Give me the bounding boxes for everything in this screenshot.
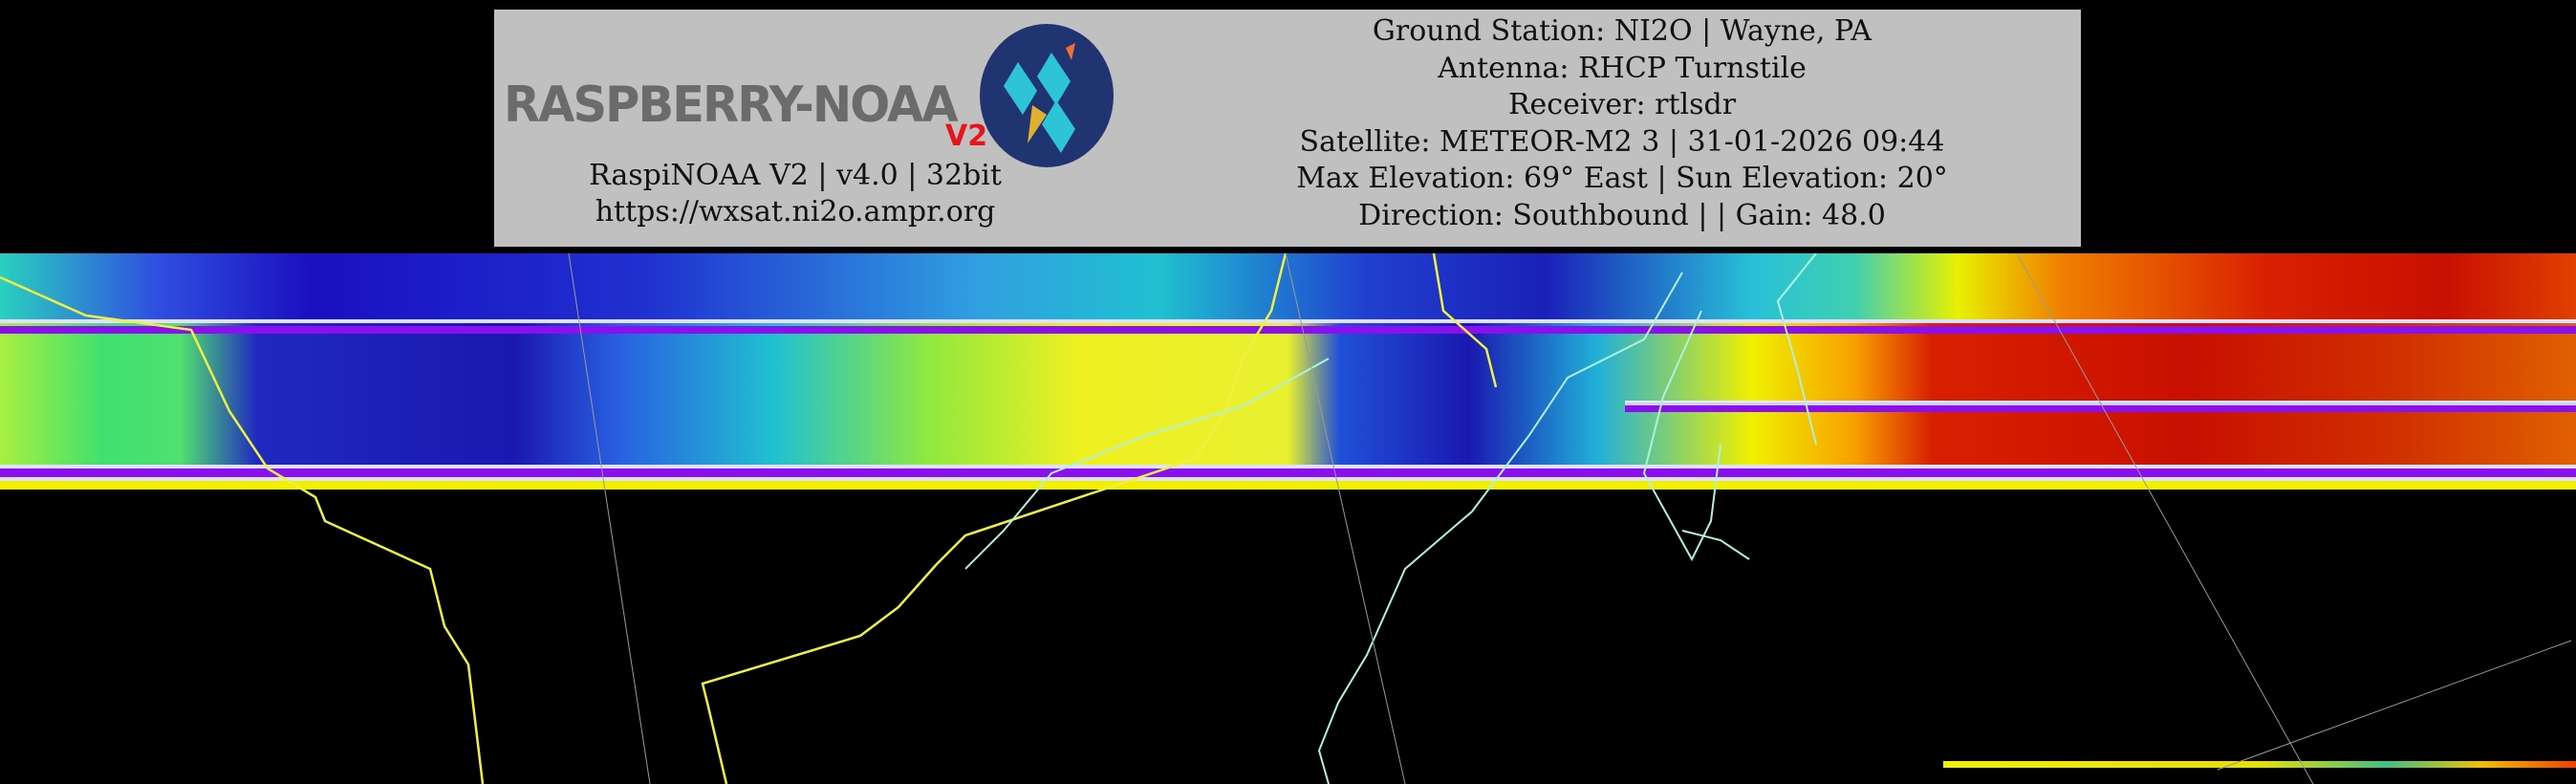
scanline-yellow [0,481,2576,490]
coastlines [964,253,1817,784]
graticule-lines [568,253,2572,784]
satellite-pass: Satellite: METEOR-M2 3 | 31-01-2026 09:4… [1299,124,1945,159]
image-strip-partial [1943,761,2576,768]
satellite-image [0,253,2576,784]
ground-station: Ground Station: NI2O | Wayne, PA [1372,14,1872,48]
direction-gain: Direction: Southbound | | Gain: 48.0 [1358,198,1886,232]
elevation: Max Elevation: 69° East | Sun Elevation:… [1296,162,1948,195]
map-overlay [0,253,2572,784]
scanline-white [0,465,2576,468]
scanline-purple [0,326,2576,334]
satellite-logo-icon [980,24,1114,167]
state-borders [0,253,1498,784]
scanline-purple [1625,406,2576,412]
scanline-white [0,319,2576,323]
logo-version-badge: V2 [945,120,988,153]
station-software-info: RaspiNOAA V2 | v4.0 | 32bit https://wxsa… [494,158,1096,230]
receiver: Receiver: rtlsdr [1507,88,1737,121]
logo-text: RASPBERRY-NOAA [504,76,959,134]
pass-details: Ground Station: NI2O | Wayne, PA Antenna… [1163,13,2081,234]
raspberry-noaa-logo: RASPBERRY-NOAA V2 [504,24,1115,167]
scanline-purple [0,468,2576,477]
station-url: https://wxsat.ni2o.ampr.org [595,195,996,229]
scanline-white [0,477,2576,481]
software-version: RaspiNOAA V2 | v4.0 | 32bit [589,159,1002,192]
antenna: Antenna: RHCP Turnstile [1438,51,1807,85]
info-header: RASPBERRY-NOAA V2 RaspiNOAA V2 | v4.0 | … [494,10,2081,247]
